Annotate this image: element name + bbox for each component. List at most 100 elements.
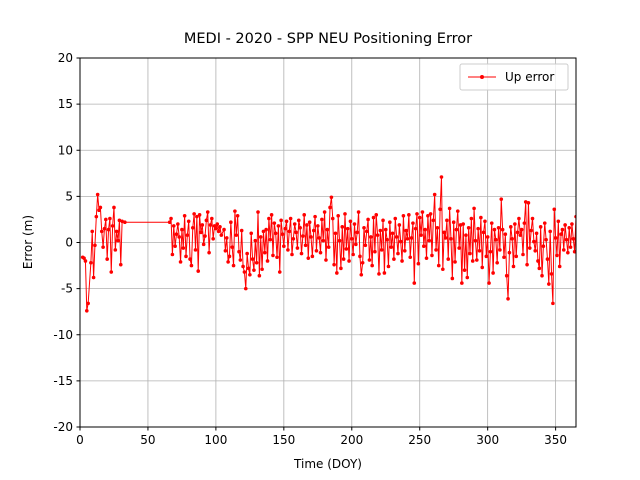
data-point bbox=[435, 225, 440, 230]
data-point bbox=[377, 272, 381, 276]
data-point bbox=[405, 237, 410, 241]
data-point bbox=[210, 216, 214, 221]
data-point bbox=[123, 220, 127, 225]
data-point bbox=[382, 271, 387, 275]
data-point bbox=[325, 227, 330, 232]
data-point bbox=[120, 219, 124, 224]
x-axis-label: Time (DOY) bbox=[293, 457, 362, 471]
data-point bbox=[479, 215, 483, 220]
data-point bbox=[466, 225, 471, 230]
data-point bbox=[461, 222, 466, 226]
data-point bbox=[106, 227, 111, 232]
data-point bbox=[184, 254, 188, 259]
data-point bbox=[441, 267, 445, 272]
data-point bbox=[195, 214, 199, 219]
data-point bbox=[252, 268, 256, 272]
data-point bbox=[393, 216, 398, 221]
data-point bbox=[544, 237, 548, 242]
data-point bbox=[563, 223, 567, 227]
plot-area bbox=[80, 175, 576, 313]
data-point bbox=[340, 225, 345, 229]
data-point bbox=[287, 229, 292, 234]
data-point bbox=[196, 269, 201, 273]
data-point bbox=[273, 231, 278, 236]
data-point bbox=[257, 273, 262, 278]
data-point bbox=[521, 252, 525, 257]
data-point bbox=[408, 255, 413, 260]
data-point bbox=[542, 221, 547, 225]
data-point bbox=[329, 195, 334, 200]
data-point bbox=[397, 223, 402, 227]
data-point bbox=[416, 261, 421, 266]
data-point bbox=[178, 260, 183, 264]
legend-label: Up error bbox=[505, 70, 554, 84]
data-point bbox=[84, 308, 89, 313]
data-point bbox=[534, 231, 539, 236]
data-point bbox=[472, 206, 476, 211]
data-point bbox=[404, 228, 408, 233]
data-point bbox=[279, 218, 283, 223]
data-point bbox=[268, 237, 273, 242]
data-point bbox=[317, 236, 321, 240]
data-point bbox=[330, 216, 335, 221]
data-point bbox=[110, 224, 115, 228]
data-point bbox=[356, 210, 361, 214]
data-point bbox=[322, 210, 327, 214]
data-point bbox=[299, 251, 304, 256]
data-point bbox=[89, 260, 93, 265]
y-tick-label: 10 bbox=[58, 143, 73, 157]
data-point bbox=[282, 244, 286, 248]
data-point bbox=[538, 225, 543, 229]
data-point bbox=[375, 233, 380, 237]
data-point bbox=[241, 264, 245, 269]
data-point bbox=[246, 266, 251, 271]
data-point bbox=[422, 244, 426, 248]
data-point bbox=[559, 232, 563, 236]
data-point bbox=[177, 235, 181, 239]
data-point bbox=[457, 246, 461, 250]
data-point bbox=[358, 254, 362, 259]
data-point bbox=[496, 225, 501, 230]
data-point bbox=[364, 229, 369, 234]
data-point bbox=[211, 237, 215, 241]
data-point bbox=[557, 264, 562, 269]
data-point bbox=[398, 239, 403, 244]
x-tick-label: 200 bbox=[340, 433, 363, 447]
data-point bbox=[385, 237, 389, 242]
data-point bbox=[407, 213, 411, 217]
data-point bbox=[286, 248, 290, 252]
data-point bbox=[186, 219, 191, 224]
data-point bbox=[108, 216, 112, 221]
data-point bbox=[201, 242, 206, 247]
data-point bbox=[508, 225, 513, 229]
data-point bbox=[446, 257, 451, 261]
data-point bbox=[533, 249, 538, 253]
data-point bbox=[104, 217, 108, 222]
data-point bbox=[470, 259, 475, 263]
data-point bbox=[430, 253, 434, 258]
data-point bbox=[571, 237, 576, 241]
data-point bbox=[234, 233, 239, 237]
data-point bbox=[498, 248, 502, 252]
data-point bbox=[381, 218, 385, 223]
data-point bbox=[455, 209, 460, 213]
data-point bbox=[200, 223, 205, 227]
data-point bbox=[402, 249, 407, 253]
data-point bbox=[192, 212, 196, 216]
data-point bbox=[547, 282, 551, 286]
data-point bbox=[525, 262, 529, 267]
data-point bbox=[310, 254, 315, 259]
data-point bbox=[374, 213, 379, 217]
data-point bbox=[295, 246, 300, 250]
data-point bbox=[190, 225, 195, 230]
data-point bbox=[481, 230, 486, 235]
data-point bbox=[173, 244, 177, 248]
data-point bbox=[216, 229, 221, 234]
data-point bbox=[204, 218, 209, 223]
data-point bbox=[98, 205, 103, 210]
data-point bbox=[311, 228, 316, 233]
data-point bbox=[82, 256, 86, 260]
data-point bbox=[458, 223, 463, 227]
data-point bbox=[359, 272, 364, 277]
data-point bbox=[114, 229, 119, 234]
